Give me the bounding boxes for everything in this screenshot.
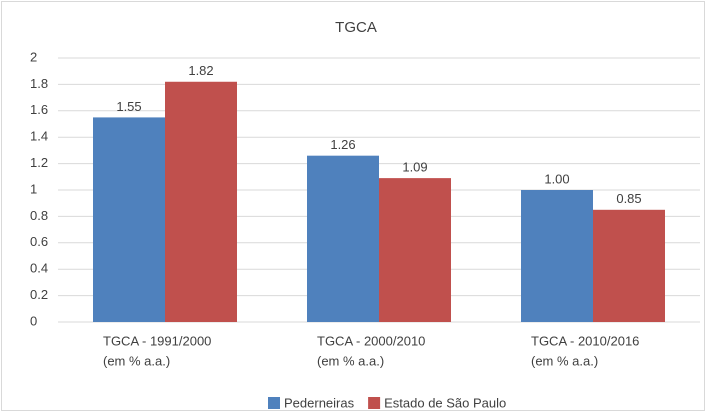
x-tick-label: TGCA - 2010/2016 bbox=[531, 333, 639, 348]
data-label: 1.26 bbox=[330, 137, 355, 152]
x-tick-label: (em % a.a.) bbox=[103, 353, 170, 368]
legend-label: Pederneiras bbox=[284, 395, 355, 410]
bar bbox=[307, 155, 379, 322]
y-tick-label: 1.6 bbox=[30, 102, 48, 117]
bar bbox=[165, 81, 237, 322]
x-tick-label: (em % a.a.) bbox=[531, 353, 598, 368]
y-tick-label: 1 bbox=[30, 181, 37, 196]
x-tick-label: TGCA - 1991/2000 bbox=[103, 333, 211, 348]
y-tick-label: 0 bbox=[30, 313, 37, 328]
legend-swatch bbox=[368, 397, 381, 409]
y-tick-label: 2 bbox=[30, 49, 37, 64]
bar bbox=[93, 117, 165, 323]
bar bbox=[521, 190, 593, 322]
data-label: 1.00 bbox=[544, 171, 569, 186]
y-tick-label: 0.8 bbox=[30, 208, 48, 223]
legend-swatch bbox=[268, 397, 280, 409]
data-label: 1.09 bbox=[402, 160, 427, 175]
x-tick-label: TGCA - 2000/2010 bbox=[317, 333, 425, 348]
y-tick-label: 1.8 bbox=[30, 76, 48, 91]
y-tick-label: 1.2 bbox=[30, 155, 48, 170]
y-tick-label: 1.4 bbox=[30, 129, 48, 144]
data-label: 0.85 bbox=[616, 191, 641, 206]
y-tick-label: 0.2 bbox=[30, 287, 48, 302]
y-tick-label: 0.4 bbox=[30, 261, 48, 276]
x-tick-label: (em % a.a.) bbox=[317, 353, 384, 368]
data-label: 1.55 bbox=[116, 99, 141, 114]
chart-title: TGCA bbox=[335, 19, 377, 36]
bar bbox=[593, 209, 665, 322]
data-label: 1.82 bbox=[188, 63, 213, 78]
legend-label: Estado de São Paulo bbox=[384, 395, 506, 410]
y-tick-label: 0.6 bbox=[30, 234, 48, 249]
bar bbox=[379, 178, 451, 322]
